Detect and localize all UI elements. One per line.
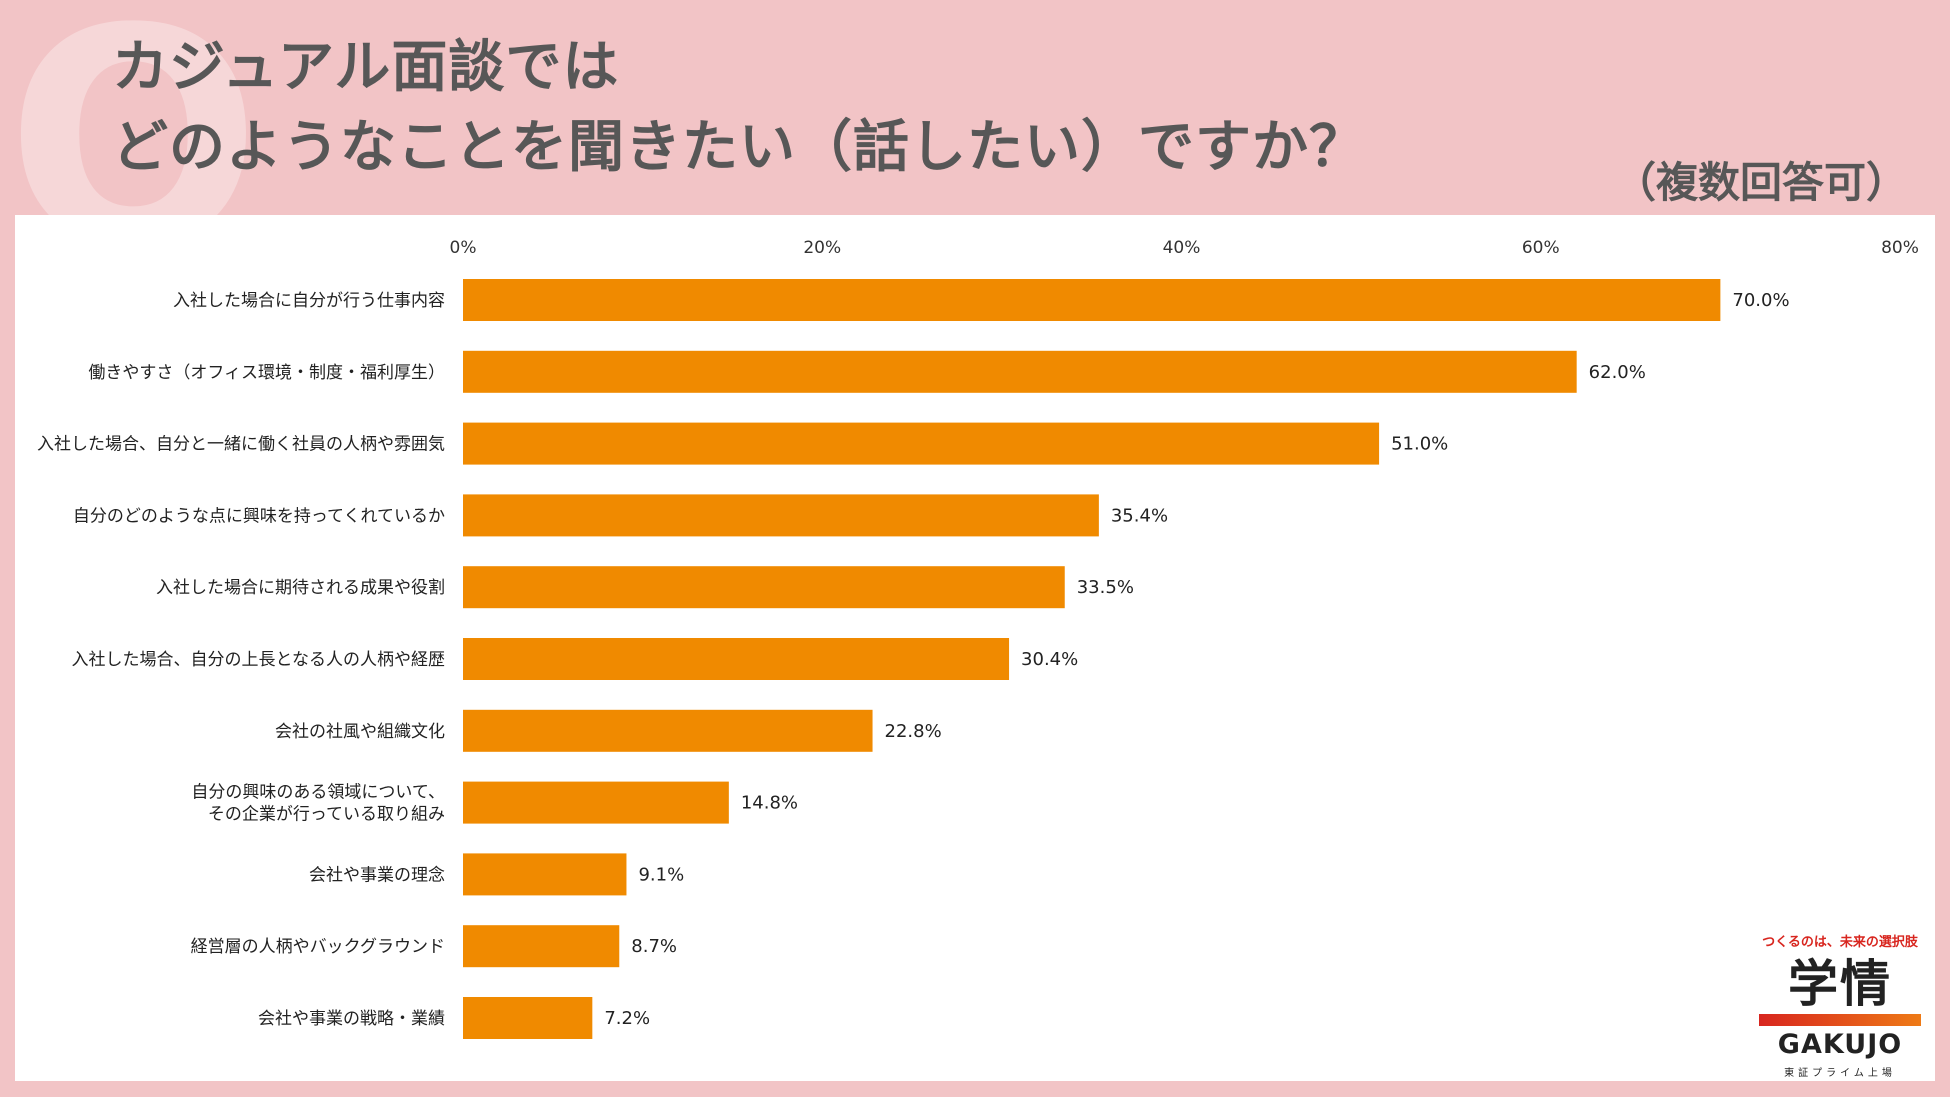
chart-panel: 0% 20% 40% 60% 80% 入社した場合に自分が行う仕事内容 70.0% 働きやすさ…: [15, 215, 1935, 1081]
bar: [463, 279, 1721, 321]
category-label: 自分のどのような点に興味を持ってくれているか: [73, 506, 445, 526]
page-title: カジュアル面談では どのようなことを聞きたい（話したい）ですか？: [112, 28, 1366, 188]
value-label: 35.4%: [1111, 505, 1168, 526]
category-label: 入社した場合、自分と一緒に働く社員の人柄や雰囲気: [37, 435, 445, 455]
bar: [463, 997, 593, 1039]
title-line-2: どのようなことを聞きたい（話したい）ですか？: [112, 115, 1366, 180]
bar: [463, 566, 1065, 609]
value-label: 30.4%: [1021, 649, 1078, 670]
category-label: 入社した場合、自分の上長となる人の人柄や経歴: [72, 650, 446, 670]
bar: [463, 853, 627, 896]
category-label: 入社した場合に期待される成果や役割: [156, 578, 445, 598]
category-label: 働きやすさ（オフィス環境・制度・福利厚生）: [88, 363, 445, 383]
bar: [463, 709, 873, 752]
value-label: 62.0%: [1589, 362, 1646, 383]
category-label: その企業が行っている取り組み: [208, 805, 445, 825]
category-label: 会社の社風や組織文化: [275, 722, 445, 742]
logo-tagline: つくるのは、未来の選択肢: [1762, 935, 1918, 950]
x-tick-label: 0%: [450, 238, 477, 258]
x-tick-label: 40%: [1163, 238, 1201, 258]
value-label: 51.0%: [1391, 434, 1448, 455]
page-subtitle: （複数回答可）: [1613, 158, 1908, 207]
value-label: 7.2%: [604, 1008, 650, 1029]
value-label: 8.7%: [631, 936, 677, 957]
logo-mark: 学情: [1788, 955, 1892, 1013]
logo-name-en: GAKUJO: [1777, 1029, 1903, 1060]
category-label: 経営層の人柄やバックグラウンド: [191, 937, 445, 957]
x-tick-label: 20%: [803, 238, 841, 258]
bar: [463, 638, 1010, 680]
value-label: 22.8%: [885, 721, 942, 742]
logo-subtitle: 東証プライム上場: [1784, 1068, 1896, 1079]
x-tick-label: 60%: [1522, 238, 1560, 258]
category-label: 会社や事業の理念: [309, 864, 445, 885]
category-label: 自分の興味のある領域について、: [191, 783, 445, 803]
value-label: 70.0%: [1732, 290, 1789, 311]
gakujo-logo: つくるのは、未来の選択肢 学情 GAKUJO 東証プライム上場: [1750, 931, 1930, 1079]
category-label: 会社や事業の戦略・業績: [258, 1009, 445, 1029]
value-label: 14.8%: [741, 793, 798, 814]
value-label: 9.1%: [638, 864, 684, 885]
bar: [463, 781, 729, 824]
bar: [463, 494, 1099, 537]
bar: [463, 422, 1380, 465]
x-tick-label: 80%: [1881, 238, 1919, 258]
title-line-1: カジュアル面談では: [112, 35, 620, 100]
category-label: 入社した場合に自分が行う仕事内容: [173, 291, 445, 311]
value-label: 33.5%: [1077, 577, 1134, 598]
logo-gradient-bar: [1759, 1014, 1921, 1026]
bar: [463, 350, 1577, 393]
bar: [463, 925, 620, 968]
bar-chart: 0% 20% 40% 60% 80% 入社した場合に自分が行う仕事内容 70.0% 働きやすさ…: [37, 238, 1919, 1039]
